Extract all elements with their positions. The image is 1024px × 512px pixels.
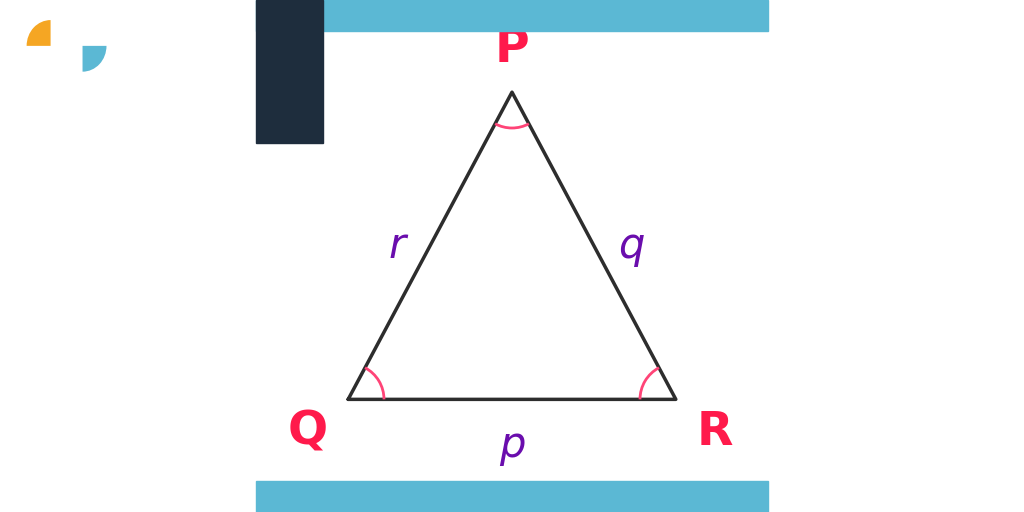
Wedge shape	[27, 20, 50, 46]
Text: Q: Q	[288, 410, 328, 455]
Text: p: p	[499, 424, 525, 466]
Text: STORY OF MATHEMATICS: STORY OF MATHEMATICS	[36, 126, 97, 132]
Text: q: q	[618, 225, 645, 267]
Text: P: P	[495, 27, 529, 72]
Text: R: R	[696, 410, 733, 455]
Text: r: r	[388, 225, 406, 267]
Wedge shape	[83, 46, 106, 72]
Text: SOM: SOM	[43, 98, 90, 117]
